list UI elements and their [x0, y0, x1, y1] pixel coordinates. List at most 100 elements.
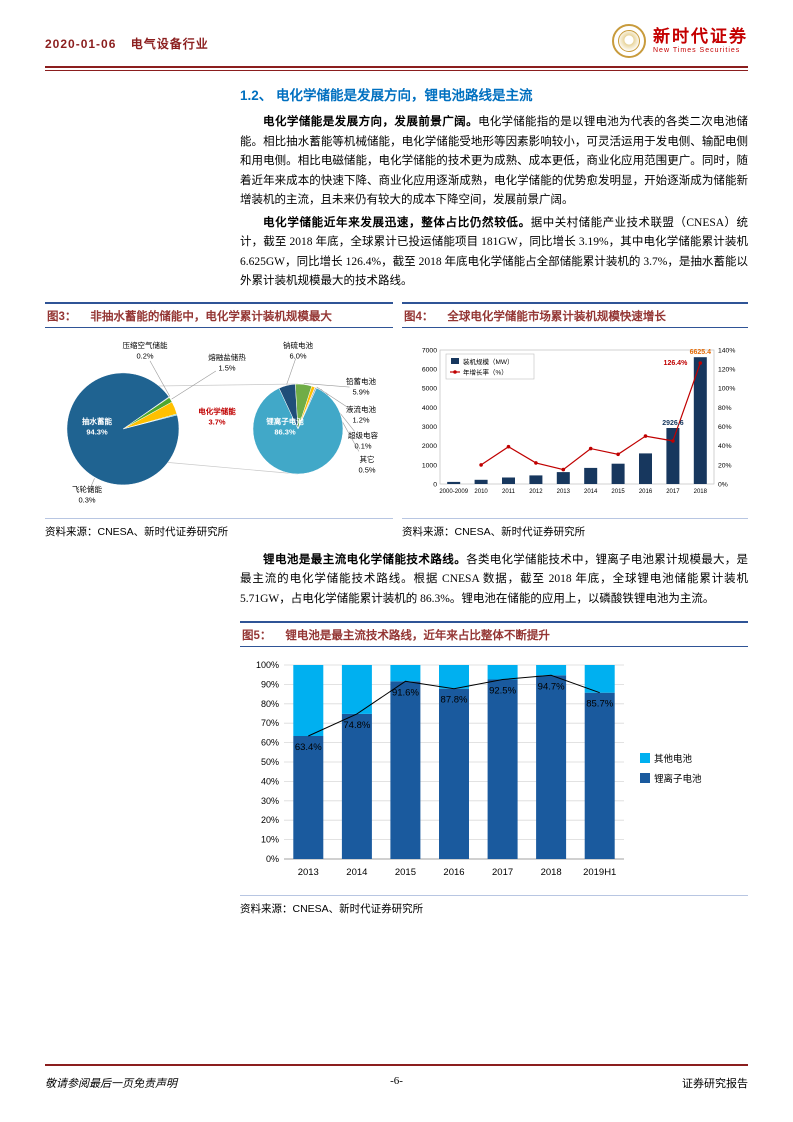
- svg-text:铅蓄电池: 铅蓄电池: [346, 376, 376, 386]
- svg-text:10%: 10%: [261, 835, 279, 845]
- svg-text:抽水蓄能: 抽水蓄能: [82, 416, 112, 426]
- svg-text:6625.4: 6625.4: [690, 349, 712, 356]
- svg-text:85.7%: 85.7%: [586, 699, 613, 710]
- figure4-label: 图4：: [404, 310, 434, 323]
- svg-text:6.0%: 6.0%: [289, 351, 306, 360]
- figure3-label: 图3：: [47, 310, 77, 323]
- figure5-label: 图5：: [242, 630, 272, 642]
- svg-text:2013: 2013: [557, 489, 571, 495]
- svg-text:2000-2009: 2000-2009: [439, 489, 468, 495]
- svg-text:2011: 2011: [502, 489, 516, 495]
- svg-text:100%: 100%: [256, 660, 279, 670]
- svg-text:1.2%: 1.2%: [352, 415, 369, 424]
- svg-text:年增长率（%）: 年增长率（%）: [463, 367, 508, 376]
- svg-text:0%: 0%: [266, 854, 279, 864]
- svg-text:3.7%: 3.7%: [208, 417, 225, 426]
- svg-text:70%: 70%: [261, 718, 279, 728]
- svg-text:126.4%: 126.4%: [664, 360, 689, 367]
- page-header: 2020-01-06 电气设备行业 新时代证券 New Times Securi…: [45, 24, 748, 60]
- svg-text:2012: 2012: [529, 489, 543, 495]
- svg-text:0.2%: 0.2%: [136, 351, 153, 360]
- svg-text:2016: 2016: [443, 867, 464, 878]
- svg-text:120%: 120%: [718, 366, 735, 373]
- svg-text:7000: 7000: [422, 347, 437, 354]
- fig5-stacked-bar-chart: 0% 10% 20% 30% 40% 50% 60% 70% 80% 90% 100% 2013 201…: [256, 660, 702, 878]
- svg-text:2018: 2018: [694, 489, 708, 495]
- svg-text:94.7%: 94.7%: [538, 681, 565, 692]
- svg-text:飞轮储能: 飞轮储能: [72, 484, 102, 494]
- svg-text:其它: 其它: [360, 454, 375, 464]
- svg-text:87.8%: 87.8%: [441, 695, 468, 706]
- brand-name-en: New Times Securities: [653, 46, 741, 54]
- brand-name-cn: 新时代证券: [653, 27, 748, 47]
- paragraph-lead: 锂电池是最主流电化学储能技术路线。: [263, 553, 467, 566]
- figure4: 图4： 全球电化学储能市场累计装机规模快速增长 0 1000 2000 3000 400…: [402, 301, 748, 539]
- figure3-chart-area: 压缩空气储能 0.2% 熔融盐储热 1.5% 电化学储能 3.7% 飞轮储能 0.3% 抽水蓄能…: [45, 328, 393, 518]
- figure4-chart-area: 0 1000 2000 3000 4000 5000 6000 7000 0% 20% 40% 60%…: [402, 328, 748, 518]
- svg-text:100%: 100%: [718, 385, 735, 392]
- svg-text:63.4%: 63.4%: [295, 742, 322, 753]
- page-footer: 敬请参阅最后一页免责声明 -6- 证券研究报告: [45, 1064, 748, 1091]
- figure3-source: 资料来源：CNESA、新时代证券研究所: [45, 517, 393, 539]
- page-number: -6-: [390, 1075, 403, 1087]
- svg-text:2016: 2016: [639, 489, 653, 495]
- figure5: 图5： 锂电池是最主流技术路线，近年来占比整体不断提升 0% 10% 20% 30% 4…: [240, 621, 748, 916]
- svg-text:2015: 2015: [611, 489, 625, 495]
- svg-text:0.3%: 0.3%: [78, 495, 95, 504]
- svg-text:2019H1: 2019H1: [583, 867, 616, 878]
- header-divider: [45, 66, 748, 71]
- svg-text:2000: 2000: [422, 443, 437, 450]
- figure4-source: 资料来源：CNESA、新时代证券研究所: [402, 517, 748, 539]
- page-content: 1.2、 电化学储能是发展方向，锂电池路线是主流 电化学储能是发展方向，发展前景…: [45, 84, 748, 916]
- figure5-chart-area: 0% 10% 20% 30% 40% 50% 60% 70% 80% 90% 100% 2013 201…: [240, 647, 748, 895]
- svg-text:4000: 4000: [422, 404, 437, 411]
- section-number: 1.2、: [240, 88, 273, 103]
- svg-text:2015: 2015: [395, 867, 416, 878]
- svg-text:2017: 2017: [666, 489, 680, 495]
- svg-text:2926.6: 2926.6: [662, 419, 684, 426]
- svg-text:0%: 0%: [718, 481, 728, 488]
- svg-text:电化学储能: 电化学储能: [198, 406, 236, 416]
- brand-seal-icon: [612, 24, 646, 58]
- svg-text:1000: 1000: [422, 462, 437, 469]
- svg-text:40%: 40%: [718, 443, 732, 450]
- svg-text:40%: 40%: [261, 776, 279, 786]
- svg-text:超级电容: 超级电容: [348, 430, 378, 440]
- footer-disclaimer: 敬请参阅最后一页免责声明: [45, 1078, 177, 1090]
- figure4-caption: 全球电化学储能市场累计装机规模快速增长: [447, 310, 666, 323]
- svg-text:90%: 90%: [261, 679, 279, 689]
- svg-text:装机规模（MW）: 装机规模（MW）: [463, 357, 514, 366]
- svg-text:压缩空气储能: 压缩空气储能: [123, 340, 168, 350]
- svg-text:20%: 20%: [718, 462, 732, 469]
- body-paragraph-3: 锂电池是最主流电化学储能技术路线。各类电化学储能技术中，锂离子电池累计规模最大，…: [240, 551, 748, 610]
- svg-text:0.5%: 0.5%: [358, 465, 375, 474]
- svg-text:92.5%: 92.5%: [489, 686, 516, 697]
- svg-text:2017: 2017: [492, 867, 513, 878]
- svg-text:其他电池: 其他电池: [654, 753, 693, 765]
- svg-text:60%: 60%: [718, 423, 732, 430]
- svg-text:锂离子电池: 锂离子电池: [654, 773, 702, 785]
- svg-text:80%: 80%: [718, 404, 732, 411]
- section-title: 电化学储能是发展方向，锂电池路线是主流: [276, 88, 533, 103]
- paragraph-lead: 电化学储能是发展方向，发展前景广阔。: [263, 116, 479, 128]
- svg-text:液流电池: 液流电池: [346, 404, 376, 414]
- svg-text:20%: 20%: [261, 815, 279, 825]
- fig4-bar-line-chart: 0 1000 2000 3000 4000 5000 6000 7000 0% 20% 40% 60%…: [422, 347, 736, 495]
- section-heading: 1.2、 电化学储能是发展方向，锂电池路线是主流: [240, 84, 748, 104]
- svg-text:80%: 80%: [261, 699, 279, 709]
- svg-text:2014: 2014: [584, 489, 598, 495]
- svg-text:140%: 140%: [718, 347, 735, 354]
- figure5-source: 资料来源：CNESA、新时代证券研究所: [240, 895, 748, 916]
- svg-text:钠硫电池: 钠硫电池: [283, 340, 313, 350]
- svg-text:6000: 6000: [422, 366, 437, 373]
- header-date-industry: 2020-01-06 电气设备行业: [45, 35, 209, 60]
- figure-row: 图3： 非抽水蓄能的储能中，电化学累计装机规模最大 压缩空气储能 0.2% 熔融盐储…: [45, 301, 748, 539]
- svg-text:0.1%: 0.1%: [354, 441, 371, 450]
- svg-text:86.3%: 86.3%: [274, 427, 296, 436]
- figure5-caption: 锂电池是最主流技术路线，近年来占比整体不断提升: [285, 630, 550, 642]
- brand-text: 新时代证券 New Times Securities: [653, 27, 748, 54]
- brand-logo: 新时代证券 New Times Securities: [612, 24, 748, 60]
- svg-text:2010: 2010: [474, 489, 488, 495]
- svg-text:1.5%: 1.5%: [218, 363, 235, 372]
